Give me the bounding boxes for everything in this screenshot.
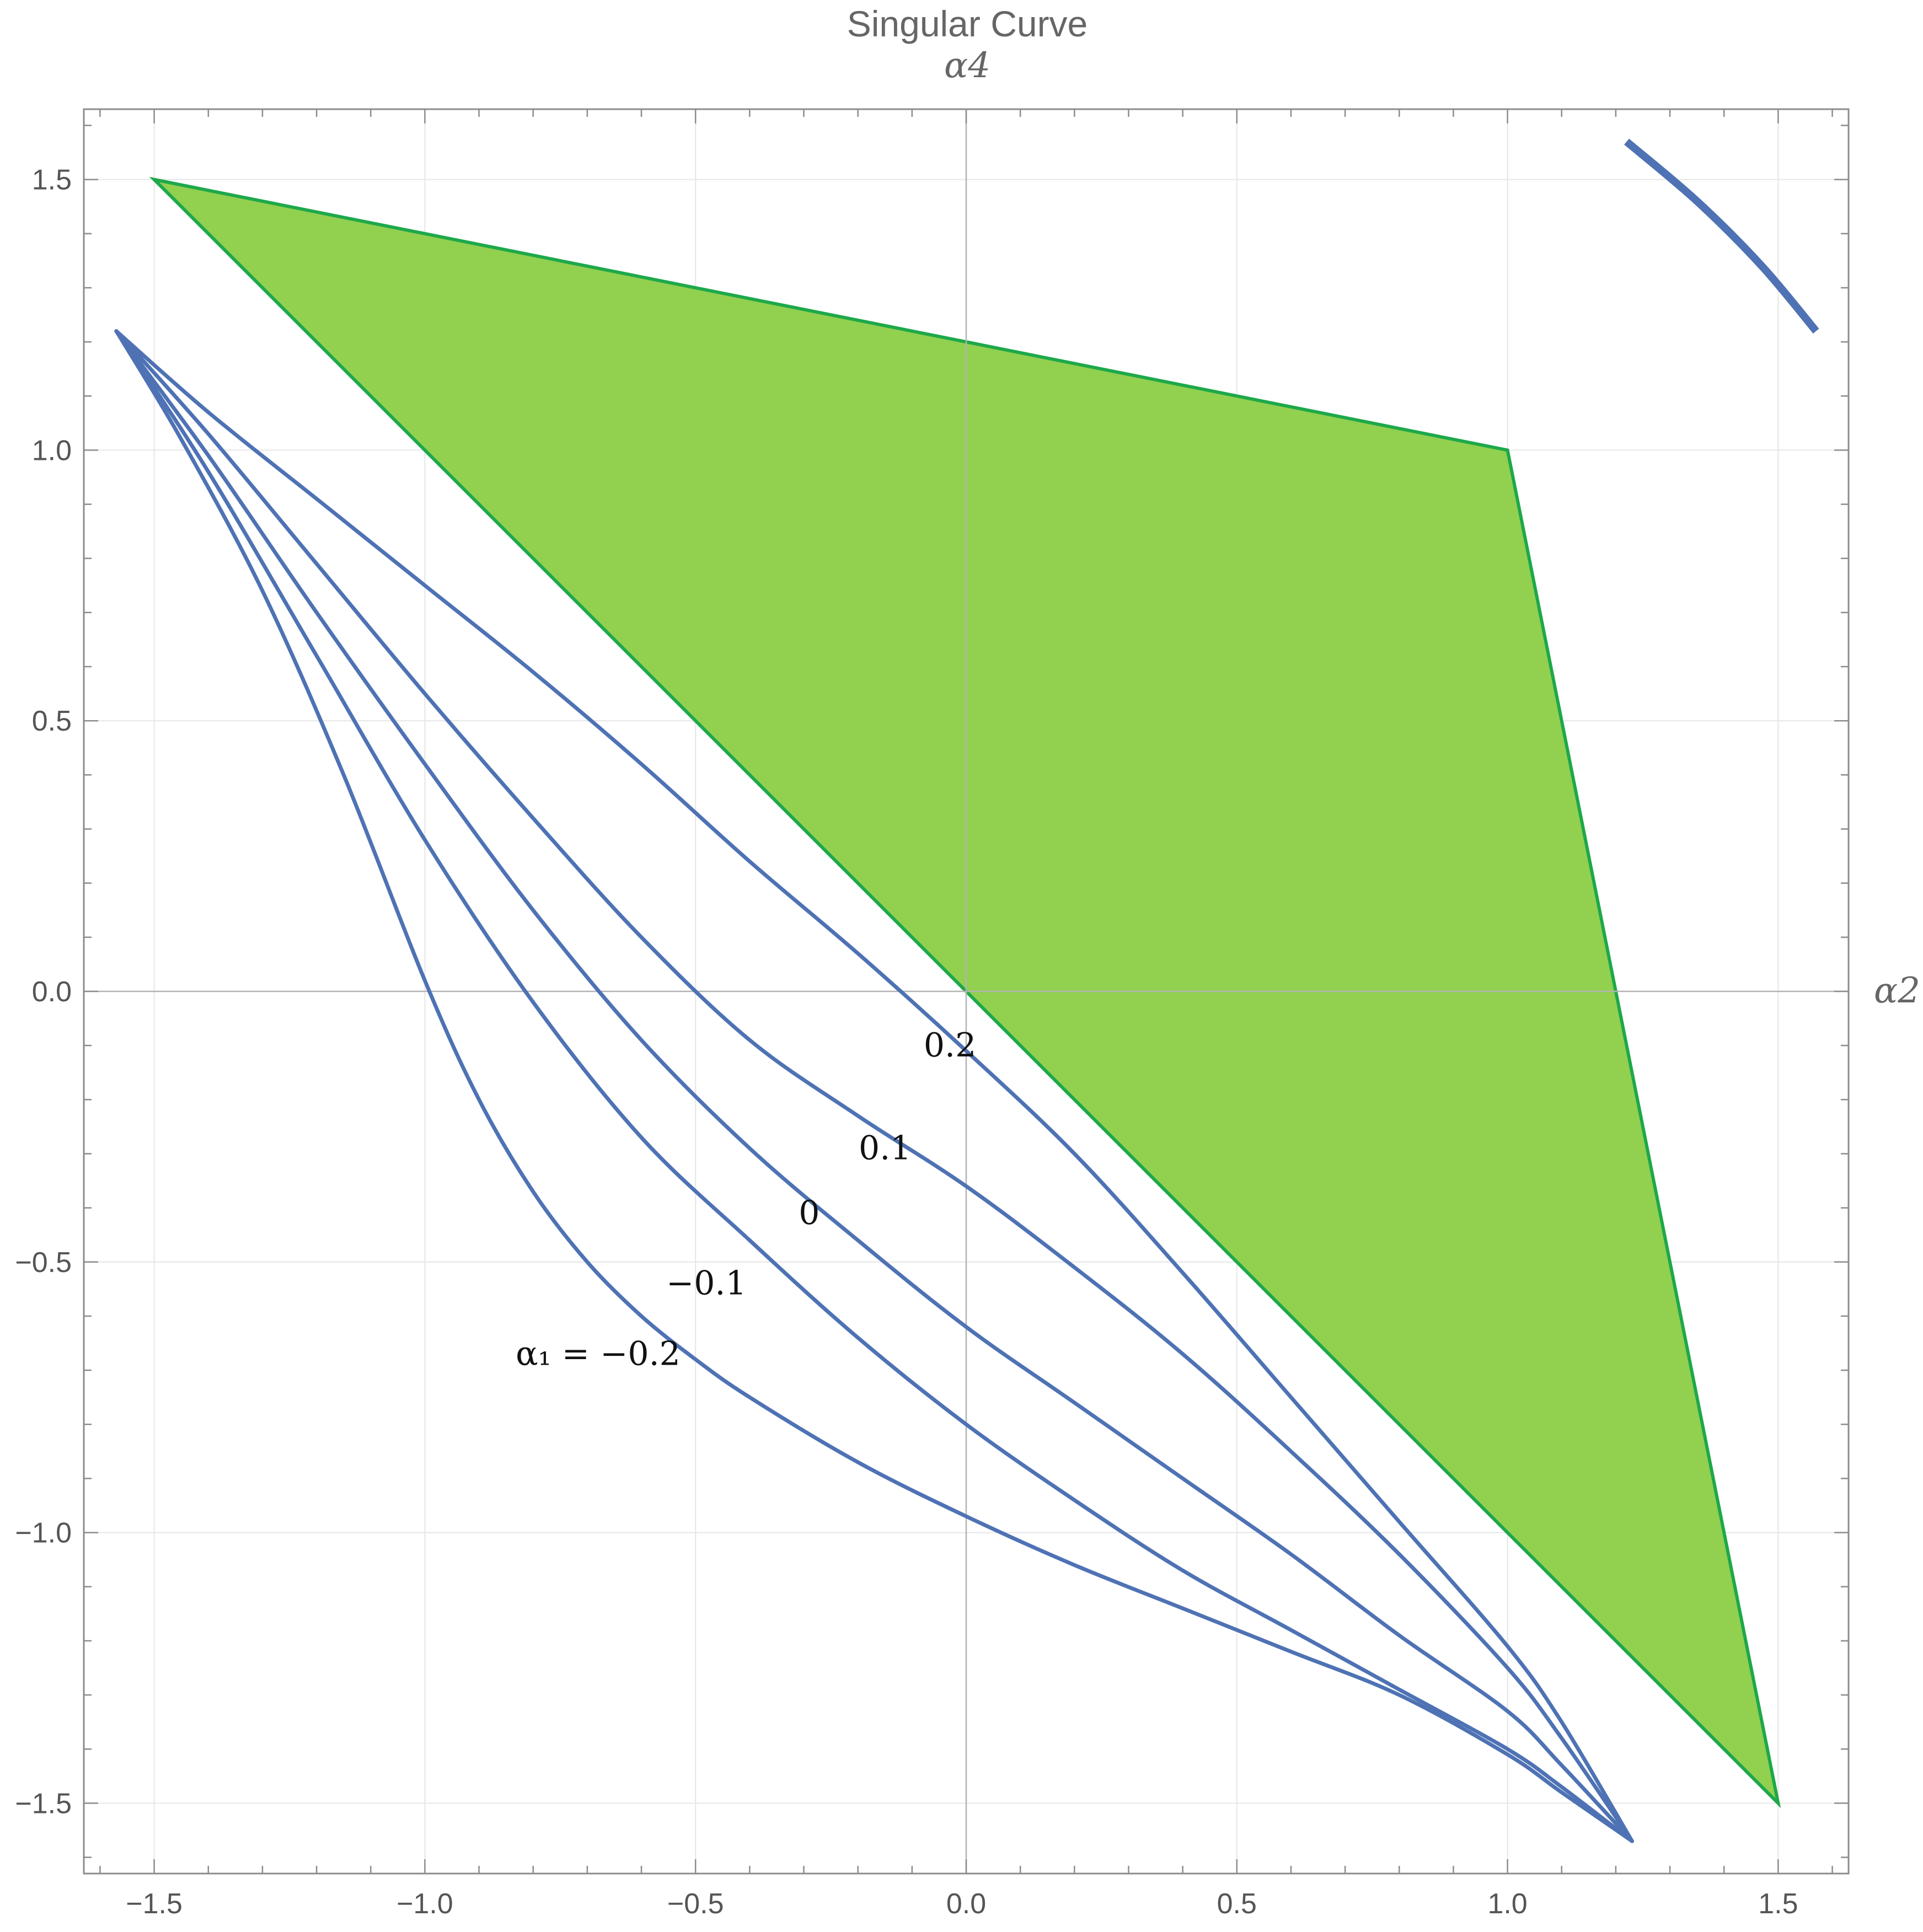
y-tick-label: −1.5 xyxy=(15,1788,72,1820)
curve-label: α₁ = −0.2 xyxy=(516,1334,681,1373)
y-tick-label: 0.5 xyxy=(32,705,72,737)
y-tick-label: 1.0 xyxy=(32,434,72,466)
curve-label: −0.1 xyxy=(666,1264,747,1303)
x-tick-label: −0.5 xyxy=(667,1888,724,1920)
chart-title: Singular Curve xyxy=(847,3,1088,44)
y-tick-label: −1.0 xyxy=(15,1517,72,1549)
singular-curve xyxy=(114,329,1634,1843)
singular-curve xyxy=(114,329,1634,1843)
axis-ticks: −1.5 −1.0 −0.5 0.0 0.5 1.0 1.5 −1.5 −1.0 −0.5 0.0 0… xyxy=(15,109,1849,1920)
curve-label: 0 xyxy=(799,1194,819,1232)
curve-label: 0.1 xyxy=(859,1129,911,1167)
singular-curve xyxy=(114,329,1634,1843)
singular-curves xyxy=(114,138,1819,1843)
singular-curve xyxy=(114,329,1634,1843)
y-tick-label: 1.5 xyxy=(32,164,72,196)
x-tick-label: −1.5 xyxy=(126,1888,183,1920)
curve-label: 0.2 xyxy=(924,1026,976,1065)
singular-curve-segment xyxy=(1624,138,1819,334)
x-tick-label: 1.5 xyxy=(1758,1888,1798,1920)
x-tick-label: 1.0 xyxy=(1487,1888,1527,1920)
singular-curve xyxy=(114,329,1634,1843)
x-axis-label: α2 xyxy=(1874,970,1920,1011)
x-tick-label: 0.5 xyxy=(1217,1888,1257,1920)
y-tick-label: −0.5 xyxy=(15,1247,72,1279)
y-axis-label: α4 xyxy=(944,45,990,86)
curve-labels: 0.2 0.1 0 −0.1 α₁ = −0.2 xyxy=(516,1026,976,1373)
x-tick-label: −1.0 xyxy=(397,1888,453,1920)
y-tick-label: 0.0 xyxy=(32,976,72,1008)
zero-axes xyxy=(84,109,1849,1874)
x-tick-label: 0.0 xyxy=(946,1888,986,1920)
